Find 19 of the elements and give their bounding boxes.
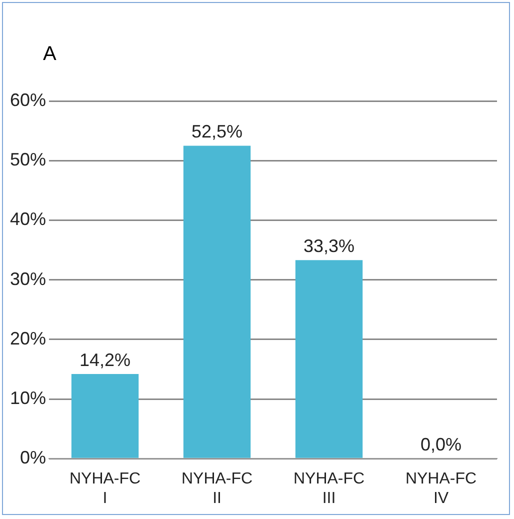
y-tick-label: 60% bbox=[10, 90, 46, 110]
data-label: 52,5% bbox=[191, 122, 243, 142]
data-label: 33,3% bbox=[303, 236, 355, 256]
x-tick-label: NYHA-FC I bbox=[69, 470, 141, 507]
data-label: 0,0% bbox=[420, 434, 462, 455]
y-tick-label: 50% bbox=[10, 150, 46, 170]
bar bbox=[295, 260, 363, 458]
x-tick-label: NYHA-FC III bbox=[293, 470, 365, 507]
x-tick-label: NYHA-FC II bbox=[181, 470, 253, 507]
chart-title: A bbox=[43, 43, 56, 66]
bar bbox=[183, 146, 251, 458]
bar bbox=[71, 374, 139, 458]
y-tick-label: 10% bbox=[10, 388, 46, 408]
y-tick-label: 20% bbox=[10, 328, 46, 348]
x-tick-label: NYHA-FC IV bbox=[405, 470, 477, 507]
y-tick-label: 40% bbox=[10, 209, 46, 230]
y-tick-label: 0% bbox=[20, 448, 46, 468]
y-tick-label: 30% bbox=[10, 268, 46, 289]
data-label: 14,2% bbox=[80, 350, 131, 370]
